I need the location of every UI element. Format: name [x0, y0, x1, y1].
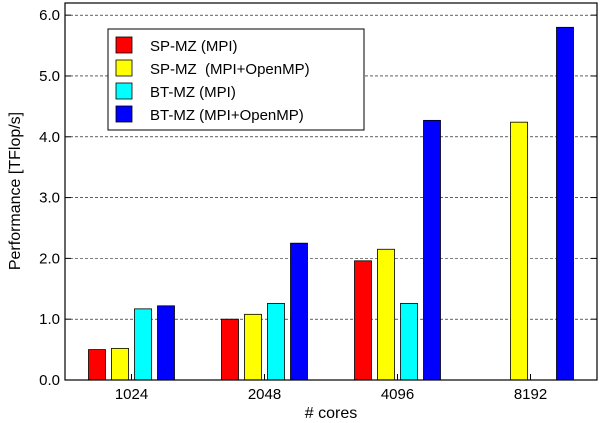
bar: [88, 349, 106, 381]
x-tick-label: 1024: [115, 386, 148, 403]
legend: SP-MZ (MPI) SP-MZ (MPI+OpenMP) BT-MZ (MPI)…: [107, 28, 365, 131]
bar: [134, 308, 152, 381]
bar: [423, 119, 441, 381]
legend-box: [107, 28, 365, 131]
x-axis: 1024 2048 4096 8192: [115, 374, 547, 403]
x-tick-label: 2048: [248, 386, 281, 403]
legend-swatch: [115, 82, 133, 100]
y-tick-label: 1.0: [39, 311, 60, 328]
legend-swatch: [115, 59, 133, 77]
y-tick-label: 6.0: [39, 7, 60, 24]
bar: [556, 26, 574, 381]
bar: [290, 242, 308, 381]
bar: [111, 347, 129, 381]
bar: [377, 248, 395, 381]
bar: [354, 260, 372, 381]
legend-label: BT-MZ (MPI): [150, 84, 236, 101]
legend-swatch: [115, 36, 133, 54]
y-axis: 0.0 1.0 2.0 3.0 4.0 5.0 6.0: [39, 7, 597, 389]
legend-label: SP-MZ (MPI+OpenMP): [150, 61, 310, 78]
y-tick-label: 5.0: [39, 68, 60, 85]
plot-frame: [64, 2, 598, 381]
y-tick-label: 4.0: [39, 129, 60, 146]
x-axis-title: # cores: [305, 405, 357, 422]
y-tick-label: 3.0: [39, 190, 60, 207]
y-axis-title: Performance [TFlop/s]: [7, 112, 24, 270]
bar: [157, 305, 175, 381]
y-tick-label: 0.0: [39, 372, 60, 389]
x-tick-label: 4096: [381, 386, 414, 403]
bar: [400, 302, 418, 381]
legend-swatch: [115, 105, 133, 123]
legend-label: BT-MZ (MPI+OpenMP): [150, 107, 304, 124]
bar: [510, 121, 528, 381]
bar: [244, 313, 262, 381]
y-tick-label: 2.0: [39, 250, 60, 267]
bar: [267, 302, 285, 381]
bar: [221, 318, 239, 381]
x-tick-label: 8192: [514, 386, 547, 403]
legend-label: SP-MZ (MPI): [150, 38, 238, 55]
